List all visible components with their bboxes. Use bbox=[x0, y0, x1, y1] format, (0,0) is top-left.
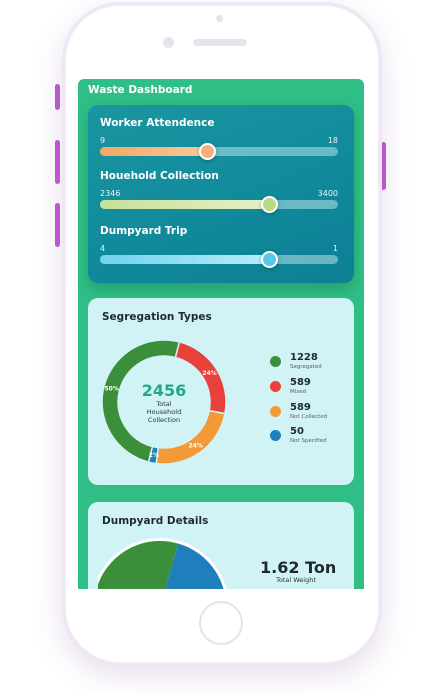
slider-max-value: 3400 bbox=[317, 189, 338, 198]
metrics-slider-card: Worker Attendence 9 18 Houehold Collecti… bbox=[88, 105, 354, 283]
dumpyard-pie-chart bbox=[98, 538, 227, 589]
app-title: Waste Dashboard bbox=[88, 84, 193, 96]
segregation-title: Segregation Types bbox=[102, 311, 212, 323]
slider-worker-attendence: Worker Attendence 9 18 bbox=[100, 117, 338, 160]
orange-dot-icon bbox=[270, 406, 281, 417]
slider-label: Worker Attendence bbox=[100, 117, 215, 129]
home-button[interactable] bbox=[199, 601, 243, 645]
slice-percent-label: 2% bbox=[149, 452, 159, 459]
green-dot-icon bbox=[270, 356, 281, 367]
dumpyard-slice-blue bbox=[165, 543, 224, 589]
slider-dumpyard-trip: Dumpyard Trip 4 1 bbox=[100, 225, 338, 268]
red-dot-icon bbox=[270, 381, 281, 392]
slider-thumb[interactable] bbox=[260, 251, 278, 268]
slider-min-value: 2346 bbox=[100, 189, 121, 198]
volume-down-button bbox=[55, 203, 60, 247]
slider-max-value: 18 bbox=[327, 136, 338, 145]
dumpyard-slice-green bbox=[98, 541, 179, 589]
total-weight-value: 1.62 Ton bbox=[260, 558, 337, 577]
total-label-2: Household bbox=[146, 408, 182, 416]
slider-label: Dumpyard Trip bbox=[100, 225, 188, 237]
slice-not-specified bbox=[147, 445, 160, 465]
dumpyard-title: Dumpyard Details bbox=[102, 515, 209, 527]
slider-thumb[interactable] bbox=[199, 143, 217, 160]
slider-min-value: 9 bbox=[100, 136, 106, 145]
volume-up-button bbox=[55, 140, 60, 184]
slice-percent-label: 50% bbox=[105, 386, 119, 393]
legend-value: 50 bbox=[290, 426, 304, 437]
slice-percent-label: 24% bbox=[202, 370, 216, 377]
total-label-3: Collection bbox=[147, 416, 181, 424]
sensor-dot bbox=[216, 15, 223, 22]
legend-value: 1228 bbox=[290, 352, 318, 363]
dumpyard-card: Dumpyard Details 1.62 Ton Total Weight bbox=[88, 502, 354, 589]
legend-label: Segregated bbox=[290, 364, 322, 370]
slider-fill bbox=[100, 147, 208, 156]
slider-track[interactable] bbox=[100, 196, 338, 213]
legend-label: Not Specified bbox=[290, 438, 327, 444]
segregation-card: Segregation Types 50% 24% 24% 2% 2456 Total… bbox=[88, 298, 354, 485]
slider-min-value: 4 bbox=[100, 244, 106, 253]
speaker-grille bbox=[193, 39, 247, 46]
legend-label: Not Collected bbox=[290, 414, 328, 420]
donut-center: 2456 Total Household Collection bbox=[124, 381, 204, 424]
slider-thumb[interactable] bbox=[260, 196, 278, 213]
slider-track[interactable] bbox=[100, 251, 338, 268]
legend-label: Mixed bbox=[290, 389, 307, 395]
segregation-donut-chart: 50% 24% 24% 2% bbox=[101, 339, 227, 465]
total-value: 2456 bbox=[141, 381, 187, 400]
legend-value: 589 bbox=[290, 377, 311, 388]
slider-fill bbox=[100, 200, 269, 209]
slider-max-value: 1 bbox=[332, 244, 338, 253]
front-camera-icon bbox=[163, 37, 174, 48]
slider-label: Houehold Collection bbox=[100, 170, 219, 182]
slider-household-collection: Houehold Collection 2346 3400 bbox=[100, 170, 338, 213]
mute-switch bbox=[55, 84, 60, 110]
app-screen: Waste Dashboard Worker Attendence 9 18 H… bbox=[78, 79, 364, 589]
total-label-1: Total bbox=[156, 400, 172, 408]
total-weight-label: Total Weight bbox=[276, 576, 316, 584]
slider-track[interactable] bbox=[100, 143, 338, 160]
power-button bbox=[381, 142, 386, 190]
blue-dot-icon bbox=[270, 430, 281, 441]
slice-percent-label: 24% bbox=[189, 443, 203, 450]
slider-fill bbox=[100, 255, 269, 264]
legend-value: 589 bbox=[290, 402, 311, 413]
